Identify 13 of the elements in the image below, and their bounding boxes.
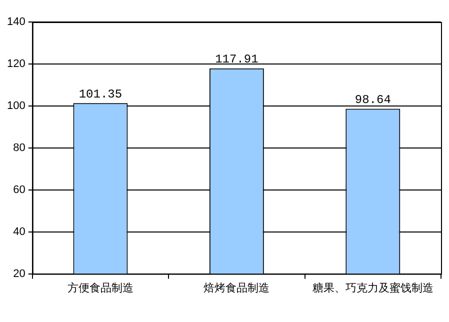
x-tick-label: 方便食品制造 xyxy=(67,281,134,294)
y-tick-label: 100 xyxy=(6,100,26,112)
x-tick-label: 焙烤食品制造 xyxy=(204,281,270,294)
y-tick-label: 60 xyxy=(13,184,26,196)
y-tick-label: 80 xyxy=(13,142,26,154)
data-label: 98.64 xyxy=(354,92,391,107)
data-label: 117.91 xyxy=(215,52,258,67)
y-tick-label: 140 xyxy=(6,16,26,28)
data-label: 101.35 xyxy=(78,87,122,102)
y-tick-label: 20 xyxy=(13,268,26,280)
y-tick-label: 40 xyxy=(13,226,26,238)
y-tick-label: 120 xyxy=(6,58,26,70)
x-tick-label: 糖果、巧克力及蜜饯制造 xyxy=(312,281,434,294)
